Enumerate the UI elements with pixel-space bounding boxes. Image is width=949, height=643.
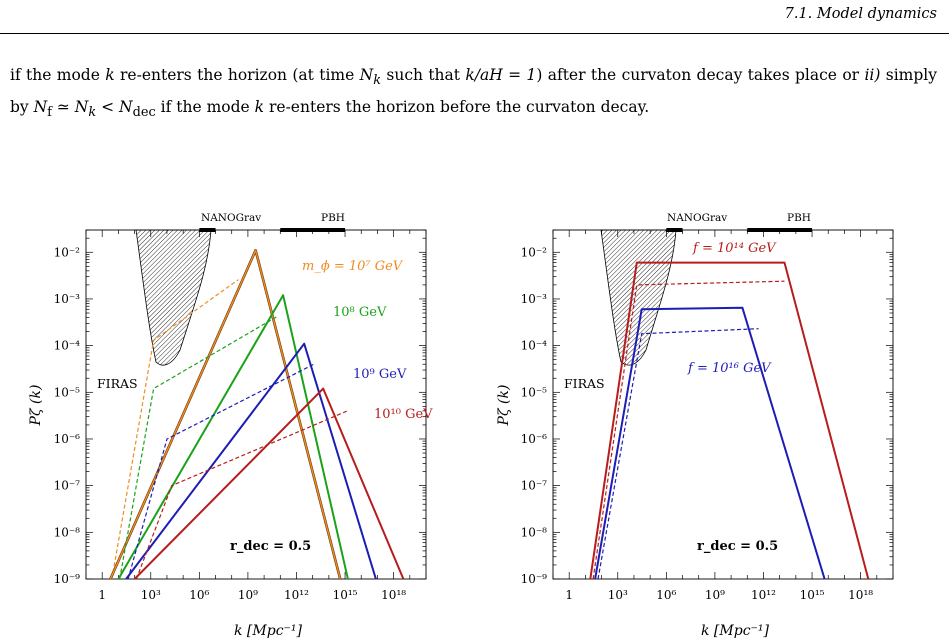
y-tick-label: 10⁻² [54,245,81,259]
x-tick-label: 10⁶ [189,588,209,602]
y-tick-label: 10⁻⁹ [521,572,548,586]
x-tick-label: 10¹⁵ [333,588,358,602]
x-tick-label: 10⁹ [705,588,725,602]
xlabel-right: k [Mpc⁻¹] [701,623,770,639]
x-tick-label: 10¹² [284,588,309,602]
y-tick-label: 10⁻⁵ [54,385,81,399]
series-solid-1 [594,306,826,579]
y-tick-label: 10⁻⁹ [54,572,81,586]
series-label-1e7: m_ϕ = 10⁷ GeV [302,259,404,274]
xlabel-left: k [Mpc⁻¹] [234,623,303,639]
x-tick-label: 1 [565,588,573,602]
x-tick-label: 1 [98,588,106,602]
series-label-f14: f = 10¹⁴ GeV [692,241,777,256]
pbh-bar-left [280,228,346,232]
y-tick-label: 10⁻³ [521,292,548,306]
series-dashed-3 [135,410,348,579]
left-panel: 1 10³ 10⁶ 10⁹ 10¹² 10¹⁵ 10¹⁸ 10⁻⁹ 10⁻⁸ 10⁻⁷ 10⁻⁶ 10… [28,212,433,639]
body-paragraph: if the mode k re-enters the horizon (at … [10,66,938,121]
x-tick-label: 10¹² [751,588,776,602]
left-curves [109,249,405,579]
rdec-label-right: r_dec = 0.5 [697,539,778,554]
series-solid-1 [117,294,349,579]
x-tick-label: 10¹⁸ [381,588,406,602]
right-plot-frame [552,229,894,580]
ylabel-left: Pζ (k) [28,385,44,427]
right-curves [589,261,870,579]
y-tick-label: 10⁻⁶ [521,432,548,446]
ylabel-right: Pζ (k) [496,385,512,427]
series-dashed-1 [119,315,279,579]
pbh-label-right: PBH [787,212,811,224]
rdec-label-left: r_dec = 0.5 [230,539,311,554]
pbh-label-left: PBH [321,212,345,224]
y-tick-label: 10⁻⁴ [521,339,548,353]
y-tick-label: 10⁻⁶ [54,432,81,446]
series-solid-3 [133,387,405,579]
x-tick-label: 10⁶ [656,588,676,602]
series-outline-0 [109,249,342,579]
firas-region-left [135,229,212,366]
series-label-f16: f = 10¹⁶ GeV [687,361,772,376]
series-dashed-0 [111,279,239,579]
right-panel: 1 10³ 10⁶ 10⁹ 10¹² 10¹⁵ 10¹⁸ 10⁻⁹ 10⁻⁸ 10⁻⁷ 10⁻⁶ 10… [496,212,894,639]
x-tick-label: 10³ [608,588,628,602]
left-plot-frame [85,229,427,580]
nanograv-label-left: NANOGrav [201,212,261,224]
x-tick-label: 10¹⁵ [800,588,825,602]
y-tick-label: 10⁻⁷ [54,479,81,493]
firas-region-right [600,229,677,366]
pbh-bar-right [747,228,813,232]
series-label-1e8: 10⁸ GeV [333,305,387,320]
y-tick-label: 10⁻⁵ [521,385,548,399]
nanograv-label-right: NANOGrav [667,212,727,224]
series-dashed-0 [592,280,785,579]
y-tick-label: 10⁻⁷ [521,479,548,493]
series-label-1e10: 10¹⁰ GeV [374,407,433,422]
series-dashed-2 [127,363,315,579]
y-tick-label: 10⁻⁸ [54,525,81,539]
x-tick-label: 10¹⁸ [848,588,873,602]
x-tick-label: 10³ [141,588,161,602]
header-rule [0,33,949,34]
y-tick-label: 10⁻⁴ [54,339,81,353]
nanograv-bar-left [199,228,216,232]
nanograv-bar-right [666,228,683,232]
y-tick-label: 10⁻² [521,245,548,259]
firas-label-left: FIRAS [97,376,138,391]
running-head: 7.1. Model dynamics [784,6,937,22]
y-tick-label: 10⁻⁸ [521,525,548,539]
series-solid-0 [109,249,341,579]
series-label-1e9: 10⁹ GeV [353,367,407,382]
x-tick-label: 10⁹ [238,588,258,602]
firas-label-right: FIRAS [564,376,605,391]
series-solid-2 [125,342,377,579]
series-dashed-1 [597,328,759,579]
series-solid-0 [589,261,870,579]
left-ticks: 1 10³ 10⁶ 10⁹ 10¹² 10¹⁵ 10¹⁸ 10⁻⁹ 10⁻⁸ 10⁻⁷ 10⁻⁶ 10… [54,229,427,602]
y-tick-label: 10⁻³ [54,292,81,306]
